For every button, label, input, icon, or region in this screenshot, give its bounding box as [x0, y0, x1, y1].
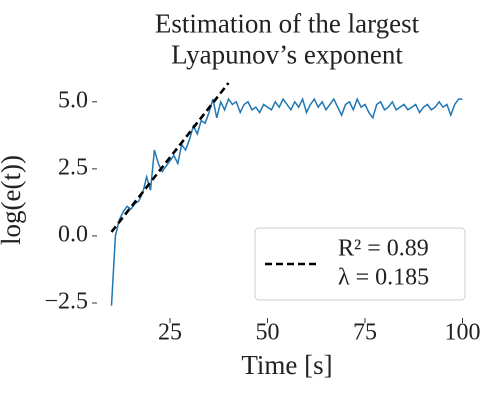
- y-axis-label: log(e(t)): [0, 155, 26, 245]
- x-axis-label: Time [s]: [241, 350, 332, 380]
- x-tick-label: 100: [445, 320, 481, 346]
- y-tick-label: 2.5: [58, 154, 88, 180]
- x-tick-label: 75: [353, 320, 377, 346]
- y-tick-label: 5.0: [58, 87, 88, 113]
- data-line: [110, 97, 463, 306]
- x-tick-label: 25: [158, 320, 182, 346]
- chart-title: Estimation of the largest Lyapunov’s expo…: [155, 9, 420, 70]
- y-tick-label: 0.0: [58, 221, 88, 247]
- fit-line: [110, 82, 230, 233]
- legend-box: [254, 227, 466, 301]
- y-tick-label: −2.5: [44, 288, 88, 314]
- legend-label: R² = 0.89 λ = 0.185: [338, 235, 429, 290]
- x-tick-label: 50: [256, 320, 280, 346]
